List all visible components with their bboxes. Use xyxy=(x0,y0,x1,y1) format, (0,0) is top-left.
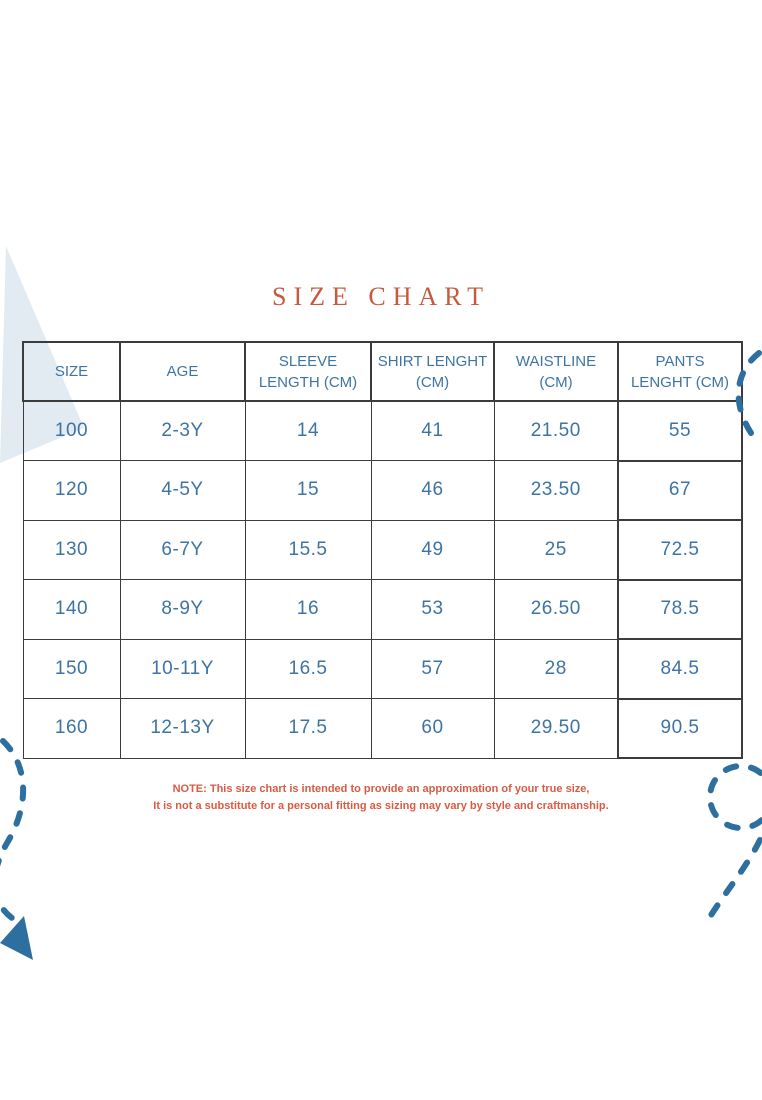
table-cell: 23.50 xyxy=(493,460,619,521)
table-cell: 72.5 xyxy=(617,519,743,581)
table-cell: 57 xyxy=(370,638,495,699)
column-header: AGE xyxy=(119,341,246,402)
table-cell: 140 xyxy=(22,579,121,640)
table-cell: 29.50 xyxy=(493,698,619,759)
table-cell: 15 xyxy=(244,460,372,521)
table-header-row: SIZE AGE SLEEVE LENGTH (CM) SHIRT LENGHT (CM)… xyxy=(22,341,743,402)
table-body: 100 2-3Y 14 41 21.50 55 120 4-5Y 15 46 23.50 67 130 6… xyxy=(22,400,743,759)
table-row: 140 8-9Y 16 53 26.50 78.5 xyxy=(22,578,743,640)
table-cell: 90.5 xyxy=(617,697,743,759)
column-header: SHIRT LENGHT (CM) xyxy=(370,341,495,402)
table-row: 120 4-5Y 15 46 23.50 67 xyxy=(22,459,743,521)
table-cell: 25 xyxy=(493,519,619,580)
table-cell: 160 xyxy=(22,698,121,759)
table-cell: 8-9Y xyxy=(119,579,246,640)
column-header: PANTS LENGHT (CM) xyxy=(617,341,743,402)
table-cell: 4-5Y xyxy=(119,460,246,521)
table-cell: 78.5 xyxy=(617,578,743,640)
arrowhead-icon xyxy=(0,916,33,960)
table-cell: 53 xyxy=(370,579,495,640)
table-cell: 41 xyxy=(370,400,495,461)
table-cell: 120 xyxy=(22,460,121,521)
table-cell: 55 xyxy=(617,400,743,462)
table-cell: 100 xyxy=(22,400,121,461)
dashed-tail-icon xyxy=(701,837,762,930)
table-cell: 17.5 xyxy=(244,698,372,759)
table-cell: 21.50 xyxy=(493,400,619,461)
table-cell: 84.5 xyxy=(617,638,743,700)
table-cell: 26.50 xyxy=(493,579,619,640)
table-cell: 15.5 xyxy=(244,519,372,580)
column-header: SLEEVE LENGTH (CM) xyxy=(244,341,372,402)
disclaimer-note: NOTE: This size chart is intended to pro… xyxy=(0,781,762,815)
table-cell: 10-11Y xyxy=(119,638,246,699)
note-line-2: It is not a substitute for a personal fi… xyxy=(153,800,609,812)
table-row: 130 6-7Y 15.5 49 25 72.5 xyxy=(22,519,743,581)
page-title: SIZE CHART xyxy=(272,282,490,311)
table-row: 100 2-3Y 14 41 21.50 55 xyxy=(22,400,743,462)
table-cell: 16 xyxy=(244,579,372,640)
table-cell: 6-7Y xyxy=(119,519,246,580)
table-cell: 16.5 xyxy=(244,638,372,699)
note-line-1: NOTE: This size chart is intended to pro… xyxy=(172,783,590,795)
table-cell: 2-3Y xyxy=(119,400,246,461)
table-cell: 49 xyxy=(370,519,495,580)
table-cell: 67 xyxy=(617,459,743,521)
size-chart-table: SIZE AGE SLEEVE LENGTH (CM) SHIRT LENGHT (CM)… xyxy=(22,341,743,759)
table-cell: 150 xyxy=(22,638,121,699)
table-cell: 12-13Y xyxy=(119,698,246,759)
table-row: 160 12-13Y 17.5 60 29.50 90.5 xyxy=(22,697,743,759)
table-cell: 46 xyxy=(370,460,495,521)
column-header: WAISTLINE (CM) xyxy=(493,341,619,402)
table-cell: 60 xyxy=(370,698,495,759)
table-row: 150 10-11Y 16.5 57 28 84.5 xyxy=(22,638,743,700)
table-cell: 130 xyxy=(22,519,121,580)
column-header: SIZE xyxy=(22,341,121,402)
table-cell: 14 xyxy=(244,400,372,461)
dashed-curve-left-icon xyxy=(0,738,27,921)
table-cell: 28 xyxy=(493,638,619,699)
